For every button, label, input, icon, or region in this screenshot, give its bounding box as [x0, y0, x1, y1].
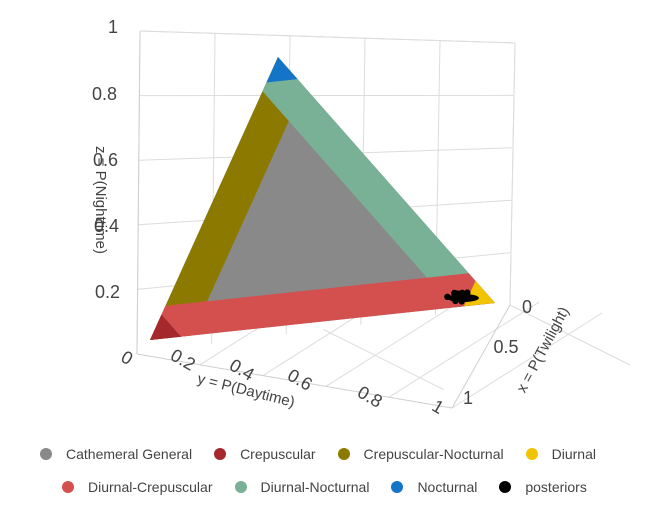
legend-marker: [337, 448, 350, 460]
legend-item[interactable]: posteriors: [499, 479, 587, 495]
axis-line-top: [139, 30, 516, 44]
z-axis-title: z = P(Nighttime): [92, 146, 109, 254]
legend-marker: [499, 481, 512, 493]
z-tick-label: 0.8: [92, 84, 117, 104]
legend-marker: [214, 448, 227, 460]
series-cathemeral-general: [150, 57, 495, 340]
posterior-cluster: [447, 294, 479, 302]
series-diurnal-crepuscular: [150, 273, 495, 340]
axis-line-z: [136, 30, 141, 355]
grid-line-floor-x: [323, 329, 444, 390]
legend-marker: [62, 481, 74, 493]
legend-label: Crepuscular-Nocturnal: [363, 446, 504, 462]
legend-row-2: Diurnal-Crepuscular Diurnal-Nocturnal Noct…: [62, 479, 609, 495]
x-tick-label: 0.5: [493, 337, 518, 357]
legend-label: Nocturnal: [417, 479, 478, 495]
series-posteriors: [444, 289, 479, 305]
y-tick-label: 0.2: [167, 345, 199, 375]
legend-marker: [234, 481, 247, 493]
series-crepuscular-nocturnal: [150, 57, 305, 340]
grid-line-floor-x: [509, 304, 631, 366]
legend-label: Diurnal: [551, 446, 596, 462]
legend-label: Diurnal-Crepuscular: [88, 479, 213, 495]
y-tick-label: 0.8: [354, 382, 386, 412]
x-axis-title: x = P(Twilight): [513, 304, 572, 396]
z-tick-label: 0.2: [95, 282, 120, 302]
axis-line-x: [451, 304, 511, 409]
legend-item[interactable]: Diurnal-Nocturnal: [234, 479, 370, 495]
axis-line-y: [136, 353, 453, 409]
legend-item[interactable]: Diurnal: [525, 446, 596, 462]
legend-marker: [40, 448, 52, 460]
legend-item[interactable]: Diurnal-Crepuscular: [62, 479, 213, 495]
legend: Cathemeral General Crepuscular Crepuscular…: [0, 438, 649, 508]
legend-marker: [391, 481, 404, 493]
axis-line-back: [509, 42, 516, 306]
grid-line-floor: [388, 301, 540, 398]
x-tick-label: 1: [463, 388, 473, 408]
legend-label: Diurnal-Nocturnal: [260, 479, 370, 495]
legend-label: Cathemeral General: [66, 446, 193, 462]
legend-item[interactable]: Crepuscular: [214, 446, 316, 462]
series-diurnal-nocturnal: [262, 57, 495, 308]
legend-item[interactable]: Nocturnal: [391, 479, 477, 495]
z-tick-label: 0.4: [94, 216, 119, 236]
origin-tick-label: 0: [118, 347, 137, 369]
legend-row-1: Cathemeral General Crepuscular Crepuscular…: [40, 446, 618, 462]
grid-line-floor: [451, 312, 603, 409]
x-tick-label: 0: [522, 297, 532, 317]
legend-marker: [525, 448, 538, 460]
legend-item[interactable]: Crepuscular-Nocturnal: [337, 446, 504, 462]
y-tick-label: 0.6: [284, 365, 316, 395]
legend-item[interactable]: Cathemeral General: [40, 446, 192, 462]
series-nocturnal: [266, 57, 298, 83]
legend-label: posteriors: [525, 479, 587, 495]
series-crepuscular: [150, 314, 182, 340]
legend-label: Crepuscular: [240, 446, 316, 462]
ternary-3d-plot[interactable]: 0.20.40.60.810 0.2 0.4 0.60.8 100.51z = P(Ni…: [0, 0, 649, 440]
z-tick-label: 0.6: [93, 150, 118, 170]
z-tick-label: 1: [108, 17, 118, 37]
